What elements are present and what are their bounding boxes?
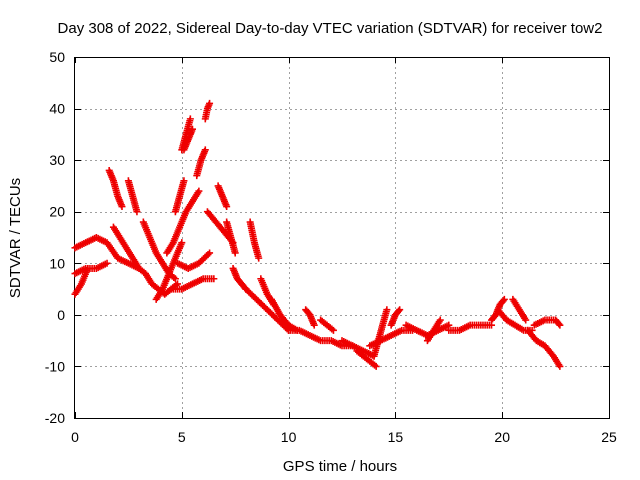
series-arc-34: [423, 316, 444, 345]
data-point: [556, 321, 564, 329]
data-point: [206, 99, 214, 107]
series-arc-3: [71, 259, 111, 278]
data-point: [372, 362, 380, 370]
data-point: [103, 259, 111, 267]
x-tick-label: 5: [178, 429, 186, 445]
series-arc-21: [246, 218, 263, 262]
x-tick-label: 0: [71, 429, 79, 445]
data-point: [310, 321, 318, 329]
data-point: [395, 307, 403, 315]
chart-title: Day 308 of 2022, Sidereal Day-to-day VTE…: [58, 20, 603, 37]
data-point: [500, 295, 508, 303]
series-arc-38: [509, 295, 530, 324]
series-arc-29: [353, 347, 380, 370]
data-point: [383, 306, 391, 314]
x-tick-label: 25: [601, 429, 617, 445]
y-tick-label: 40: [49, 101, 65, 117]
series-arc-18: [214, 182, 231, 211]
series-arc-4: [105, 166, 126, 211]
x-tick-label: 20: [494, 429, 510, 445]
data-point: [329, 326, 337, 334]
data-point: [556, 362, 564, 370]
x-tick-labels: 0 5 10 15 20 25: [71, 429, 617, 445]
data-point: [133, 208, 141, 216]
data-point: [555, 320, 563, 328]
data-point: [223, 203, 231, 211]
data-point: [522, 316, 530, 324]
data-point: [118, 203, 126, 211]
plot-frame: [74, 57, 610, 419]
tick-marks: [75, 57, 610, 419]
x-tick-label: 15: [388, 429, 404, 445]
y-tick-label: -10: [45, 358, 65, 374]
y-tick-label: 30: [49, 152, 65, 168]
series-arc-12: [180, 125, 196, 154]
y-tick-label: 0: [57, 307, 65, 323]
data-point: [195, 187, 203, 195]
data-point: [171, 275, 179, 283]
data-point: [231, 249, 239, 257]
data-point: [178, 239, 186, 247]
series-arc-19: [223, 218, 239, 257]
y-tick-label: 20: [49, 204, 65, 220]
data-points: [71, 99, 564, 370]
x-axis-label: GPS time / hours: [283, 458, 397, 475]
data-point: [396, 306, 404, 314]
series-arc-16: [167, 275, 218, 293]
series-arc-26: [302, 306, 318, 329]
data-point: [210, 275, 218, 283]
series-arc-6: [109, 223, 182, 298]
series-arc-35: [445, 321, 496, 334]
series-arc-39: [524, 326, 564, 370]
series-arc-27: [317, 316, 337, 334]
data-point: [180, 177, 188, 185]
y-tick-label: 50: [49, 49, 65, 65]
y-axis-label: SDTVAR / TECUs: [7, 178, 24, 298]
data-point: [255, 254, 263, 262]
series-arc-8: [152, 239, 186, 303]
x-tick-label: 10: [281, 429, 297, 445]
data-point: [206, 249, 214, 257]
data-point: [186, 115, 194, 123]
series-arc-32: [387, 306, 404, 329]
series-arc-40: [530, 316, 564, 329]
y-tick-label: 10: [49, 255, 65, 271]
data-point: [201, 146, 209, 154]
series-arc-9: [163, 187, 203, 257]
series-arc-15: [174, 249, 214, 272]
data-point: [204, 250, 212, 258]
series-arc-10: [171, 177, 188, 216]
y-tick-label: -20: [45, 410, 65, 426]
grid: [75, 57, 609, 418]
series-arc-13: [193, 146, 209, 180]
series-arc-2: [71, 234, 143, 272]
series-arc-5: [124, 177, 141, 216]
data-point: [499, 297, 507, 305]
y-tick-labels: -20 -10 0 10 20 30 40 50: [45, 49, 65, 426]
data-point: [436, 316, 444, 324]
data-point: [188, 125, 196, 133]
series-arc-14: [201, 99, 214, 123]
series-arc-1: [71, 264, 92, 298]
